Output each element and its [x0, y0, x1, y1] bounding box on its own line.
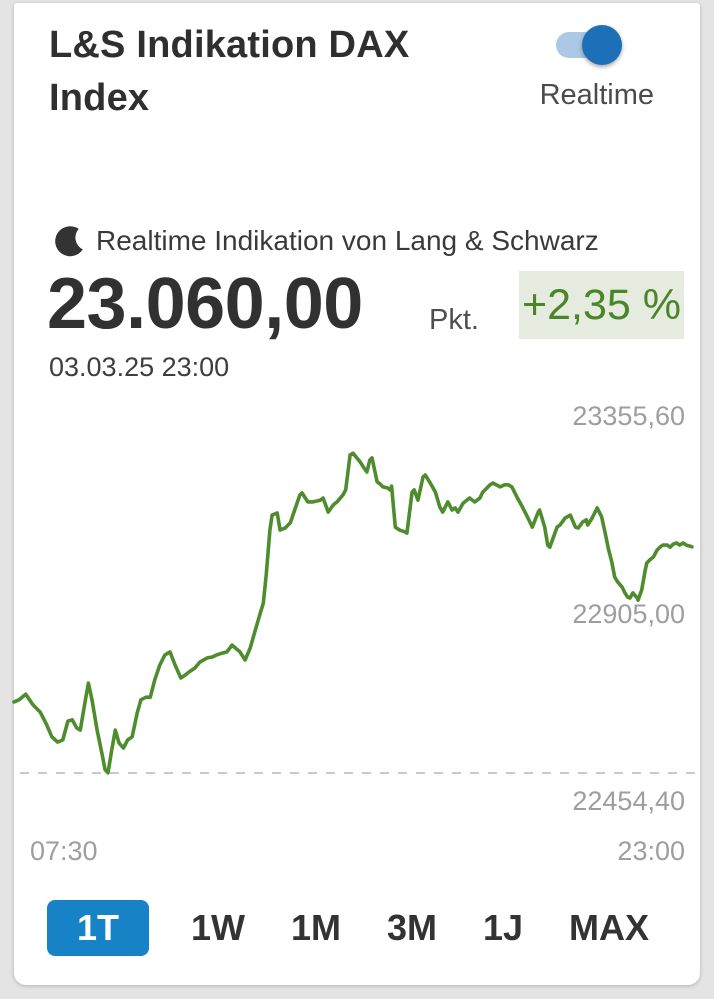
period-selector: 1T 1W 1M 3M 1J MAX [47, 900, 653, 956]
quote-timestamp: 03.03.25 23:00 [49, 352, 230, 382]
realtime-toggle-group: Realtime [494, 3, 654, 113]
chart-price-line [12, 451, 694, 775]
period-button-1t[interactable]: 1T [47, 900, 149, 956]
y-axis-label-top: 23355,60 [572, 401, 685, 431]
toggle-thumb [582, 25, 622, 65]
price-unit: Pkt. [429, 304, 479, 336]
y-axis-label-middle: 22905,00 [572, 599, 685, 629]
price-value: 23.060,00 [47, 264, 363, 344]
moon-icon [55, 226, 83, 257]
y-axis-label-bottom: 22454,40 [572, 786, 685, 816]
period-button-1w[interactable]: 1W [187, 907, 249, 949]
period-button-max[interactable]: MAX [565, 907, 653, 949]
realtime-toggle[interactable] [556, 25, 622, 65]
x-axis-label-start: 07:30 [30, 836, 98, 866]
price-change-badge: +2,35 % [519, 271, 684, 339]
page-title: L&S Indikation DAX Index [49, 24, 410, 119]
realtime-toggle-label: Realtime [539, 79, 654, 111]
instrument-card: L&S Indikation DAX Index Realtime Realti… [14, 3, 700, 985]
period-button-1m[interactable]: 1M [287, 907, 345, 949]
period-button-3m[interactable]: 3M [383, 907, 441, 949]
x-axis-label-end: 23:00 [617, 836, 685, 866]
period-button-1j[interactable]: 1J [479, 907, 527, 949]
quote-source-text: Realtime Indikation von Lang & Schwarz [96, 225, 599, 256]
